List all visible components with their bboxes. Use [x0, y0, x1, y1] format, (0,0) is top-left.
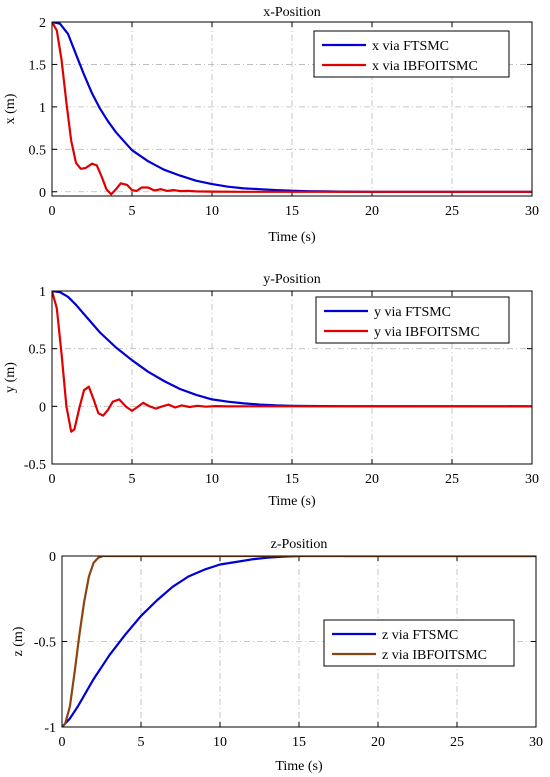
x-tick-label: 25 [445, 472, 459, 487]
legend: x via FTSMC x via IBFOITSMC [313, 30, 510, 78]
y-tick-label: 1 [39, 101, 46, 116]
series-line-2 [52, 291, 532, 433]
x-tick-label: 15 [285, 204, 299, 219]
y-tick-label: 0 [49, 550, 56, 565]
x-tick-label: 5 [129, 472, 136, 487]
chart-panel-1: 0 5 10 15 20 25 30 0 0.5 1 1.5 2 x-Position Time (s) x… [3, 5, 539, 245]
y-tick-label: 0 [39, 400, 46, 415]
series-line-2 [52, 22, 532, 196]
x-tick-label: 10 [205, 204, 219, 219]
x-tick-label: 0 [49, 204, 56, 219]
x-tick-label: 20 [365, 204, 379, 219]
x-tick-label: 30 [525, 204, 539, 219]
x-tick-label: 5 [129, 204, 136, 219]
x-tick-label: 25 [450, 735, 464, 750]
legend-label-1: x via FTSMC [372, 39, 449, 54]
legend: z via FTSMC z via IBFOITSMC [323, 619, 515, 667]
x-tick-label: 30 [529, 735, 543, 750]
y-axis-label: z (m) [11, 626, 26, 656]
legend-label-2: y via IBFOITSMC [374, 325, 480, 340]
x-tick-label: 10 [205, 472, 219, 487]
legend: y via FTSMC y via IBFOITSMC [315, 296, 510, 344]
y-tick-label: 0.5 [29, 343, 47, 358]
series-line-1 [62, 556, 536, 727]
x-tick-label: 25 [445, 204, 459, 219]
chart-title: y-Position [263, 272, 321, 287]
y-tick-label: -1 [44, 721, 56, 736]
y-tick-label: 0 [39, 186, 46, 201]
y-tick-label: 0.5 [29, 143, 47, 158]
x-tick-label: 20 [365, 472, 379, 487]
x-tick-label: 0 [49, 472, 56, 487]
legend-box [313, 30, 510, 78]
legend-box [315, 296, 510, 344]
x-tick-label: 15 [292, 735, 306, 750]
plot-frame [61, 555, 537, 728]
legend-label-2: x via IBFOITSMC [372, 59, 478, 74]
y-tick-label: 2 [39, 16, 46, 31]
x-axis-label: Time (s) [268, 230, 316, 245]
plot-frame [51, 290, 533, 465]
y-tick-label: -0.5 [24, 458, 46, 473]
x-tick-label: 20 [371, 735, 385, 750]
x-tick-label: 30 [525, 472, 539, 487]
x-tick-label: 5 [138, 735, 145, 750]
chart-title: x-Position [263, 5, 321, 20]
x-tick-label: 0 [59, 735, 66, 750]
y-tick-label: -0.5 [34, 636, 56, 651]
x-tick-label: 10 [213, 735, 227, 750]
legend-label-1: y via FTSMC [374, 305, 451, 320]
chart-panel-3: 0 5 10 15 20 25 30 -1 -0.5 0 z-Position Time (s) z (… [11, 537, 543, 774]
y-axis-label: y (m) [3, 362, 18, 393]
legend-label-1: z via FTSMC [382, 628, 458, 643]
series-line-2 [62, 556, 536, 727]
legend-label-2: z via IBFOITSMC [382, 648, 487, 663]
x-axis-label: Time (s) [268, 494, 316, 509]
legend-box [323, 619, 515, 667]
plot-frame [51, 21, 533, 197]
y-axis-label: x (m) [3, 93, 18, 124]
x-axis-label: Time (s) [275, 759, 323, 774]
chart-title: z-Position [271, 537, 328, 552]
y-tick-label: 1 [39, 285, 46, 300]
x-tick-label: 15 [285, 472, 299, 487]
y-tick-label: 1.5 [29, 58, 47, 73]
